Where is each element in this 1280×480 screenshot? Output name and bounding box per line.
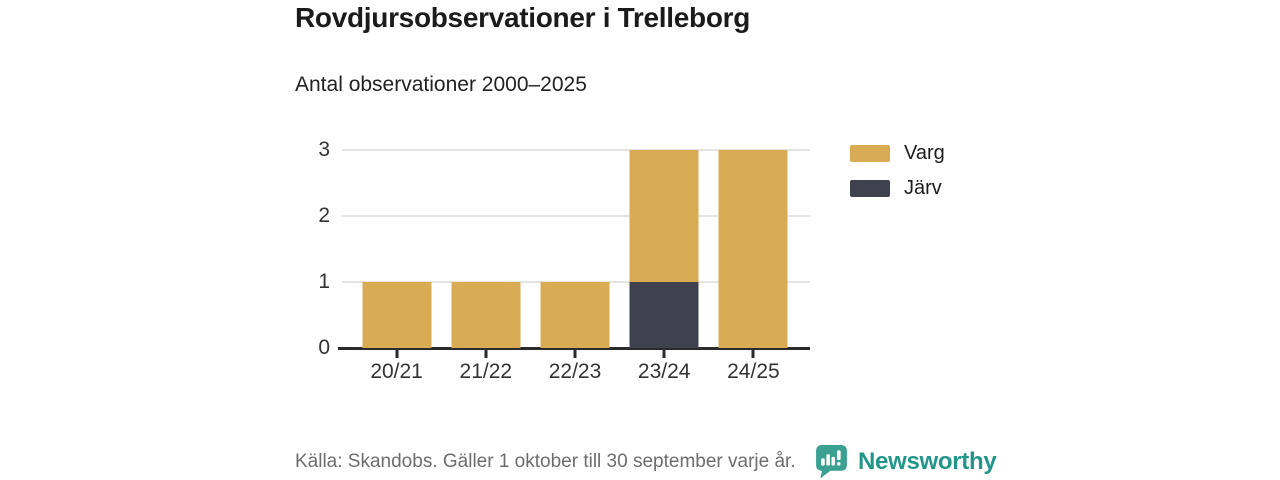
x-tick-24/25 — [751, 350, 755, 358]
chart-title: Rovdjursobservationer i Trelleborg — [295, 2, 751, 33]
x-tick-label-21/22: 21/22 — [459, 360, 513, 383]
bar-segment-varg-23/24 — [629, 150, 699, 282]
bar-segment-varg-22/23 — [540, 282, 610, 348]
bar-slot-21/22: 21/22 — [441, 150, 530, 383]
legend-item-varg: Varg — [850, 142, 945, 165]
bar-stack-20/21 — [362, 282, 432, 348]
bar-slot-24/25: 24/25 — [709, 150, 798, 383]
bar-slot-22/23: 22/23 — [530, 150, 619, 383]
bar-stack-22/23 — [540, 282, 610, 348]
bar-slot-20/21: 20/21 — [352, 150, 441, 383]
bar-slot-23/24: 23/24 — [620, 150, 709, 383]
legend-label-varg: Varg — [904, 142, 945, 164]
legend-item-järv: Järv — [850, 177, 945, 200]
bar-series: 20/21 21/22 22/23 23/24 24/25 — [352, 150, 798, 383]
bar-stack-21/22 — [451, 282, 521, 348]
y-tick-label-0: 0 — [318, 336, 330, 359]
x-tick-label-22/23: 22/23 — [548, 360, 602, 383]
x-tick-label-23/24: 23/24 — [637, 360, 691, 383]
x-axis-line — [338, 347, 810, 350]
gridline-y-2 — [342, 215, 810, 217]
source-note: Källa: Skandobs. Gäller 1 oktober till 3… — [295, 451, 796, 472]
x-tick-21/22 — [484, 350, 488, 358]
legend-swatch-järv — [850, 180, 890, 197]
newsworthy-wordmark: Newsworthy — [858, 447, 997, 475]
legend-label-järv: Järv — [904, 177, 942, 199]
plot-area: 20/21 21/22 22/23 23/24 24/25 0 1 2 3 — [318, 138, 810, 383]
newsworthy-logo: Newsworthy — [813, 444, 997, 479]
bar-stack-24/25 — [718, 150, 788, 348]
bar-segment-järv-23/24 — [629, 282, 699, 348]
y-tick-label-2: 2 — [318, 204, 330, 227]
legend: Varg Järv — [850, 142, 945, 200]
legend-swatch-varg — [850, 145, 890, 162]
x-tick-23/24 — [662, 350, 666, 358]
bar-segment-varg-20/21 — [362, 282, 432, 348]
gridline-y-3 — [342, 149, 810, 151]
bar-segment-varg-21/22 — [451, 282, 521, 348]
bar-stack-23/24 — [629, 150, 699, 348]
bar-segment-varg-24/25 — [718, 150, 788, 348]
chart-subtitle: Antal observationer 2000–2025 — [295, 73, 587, 96]
x-tick-22/23 — [573, 350, 577, 358]
y-tick-label-3: 3 — [318, 138, 330, 161]
x-tick-20/21 — [395, 350, 399, 358]
x-tick-label-24/25: 24/25 — [727, 360, 780, 383]
x-tick-label-20/21: 20/21 — [370, 360, 423, 383]
y-tick-label-1: 1 — [318, 270, 330, 293]
newsworthy-icon — [816, 445, 847, 479]
